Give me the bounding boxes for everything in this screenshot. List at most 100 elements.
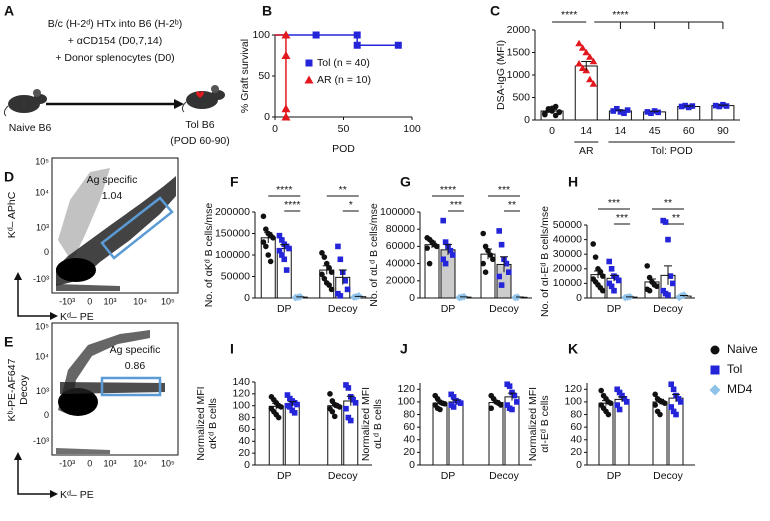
mouse-icon: [181, 85, 225, 113]
error-bar: [594, 270, 602, 279]
data-point: [660, 287, 666, 294]
gate-label: Ag specific: [87, 174, 138, 186]
significance-label: *: [349, 199, 353, 211]
data-point: [590, 241, 596, 247]
axis-arrow-head: [14, 272, 58, 320]
data-point: [597, 268, 604, 275]
y-tick-label: 40000: [553, 233, 582, 245]
data-point: [589, 80, 598, 87]
bar: [432, 402, 448, 466]
legend-label: Tol (n = 40): [317, 57, 370, 69]
data-point: [608, 400, 614, 406]
y-tick-label: 0: [576, 459, 582, 471]
significance-label: ***: [498, 184, 510, 196]
significance-label: **: [672, 212, 680, 224]
x-tick-label: 90: [717, 125, 729, 137]
significance-label: **: [339, 184, 347, 196]
x-tick-label: 10⁵: [161, 296, 175, 306]
error-bar: [602, 400, 610, 406]
legend-label: Tol: [727, 362, 742, 376]
x-tick-label: 10⁴: [133, 296, 147, 306]
y-tick-label: 80: [570, 408, 582, 420]
data-point: [655, 109, 661, 116]
y-tick-label: 50000: [221, 270, 250, 282]
y-tick-label: 100000: [380, 206, 415, 218]
data-point: [621, 110, 627, 117]
data-point: [450, 252, 456, 258]
error-bar: [672, 393, 680, 402]
mouse-label: Tol B6: [185, 119, 214, 131]
significance-label: ****: [276, 184, 292, 196]
data-point: [606, 258, 612, 265]
y-tick-label: 10⁵: [35, 156, 49, 166]
x-tick-label: DP: [277, 470, 292, 482]
data-point: [263, 243, 269, 250]
significance-label: ***: [450, 199, 462, 211]
x-tick-label: 0: [87, 296, 92, 306]
panel-label: B: [262, 3, 272, 19]
x-tick-label: 14: [615, 125, 627, 137]
data-point: [440, 256, 446, 263]
y-tick-label: 0: [524, 114, 530, 126]
y-tick-label: 40: [403, 434, 415, 446]
data-point: [458, 400, 464, 406]
y-tick-label: 0: [576, 292, 582, 304]
data-point: [668, 381, 674, 388]
data-point: [678, 103, 685, 110]
data-point: [442, 401, 448, 407]
data-point: [286, 245, 292, 252]
data-point: [281, 112, 291, 121]
data-point: [606, 280, 612, 287]
x-tick-label: DP: [607, 470, 622, 482]
data-point: [670, 408, 677, 415]
y-tick-label: 120: [397, 383, 415, 395]
x-tick-label: Decoy: [328, 470, 359, 482]
error-bar: [280, 244, 289, 253]
x-tick-label: 0: [549, 125, 555, 137]
data-point: [437, 406, 443, 413]
data-point: [345, 414, 352, 421]
y-tick-label: 50000: [553, 219, 582, 231]
data-point: [331, 413, 338, 420]
x-tick-label: 50: [338, 123, 350, 135]
significance-label: ****: [612, 9, 628, 21]
y-tick-label: 60: [570, 421, 582, 433]
y-axis-label: % Graft survival: [239, 39, 251, 113]
legend-marker: [305, 59, 313, 67]
data-point: [592, 254, 599, 260]
axis-arrow: [17, 458, 52, 495]
data-point: [284, 392, 291, 398]
data-point: [323, 260, 330, 267]
significance-label: **: [664, 197, 672, 209]
data-point: [342, 278, 348, 284]
flow-y-label: Decoy: [18, 374, 30, 405]
data-point: [350, 396, 356, 403]
data-point: [281, 51, 291, 59]
y-tick-label: 0: [44, 410, 49, 420]
data-point: [287, 404, 293, 410]
error-bar: [680, 295, 688, 297]
x-tick-label: 60: [683, 125, 695, 137]
y-tick-label: 0: [264, 111, 270, 123]
panel-label: A: [4, 3, 14, 19]
y-tick-label: 60000: [386, 240, 415, 252]
data-point: [652, 391, 658, 398]
y-tick-label: 140: [232, 376, 250, 388]
data-point: [614, 402, 620, 408]
data-point: [619, 392, 625, 399]
bar: [488, 402, 504, 466]
bar: [424, 244, 440, 299]
data-point: [343, 405, 349, 412]
data-point: [608, 283, 615, 290]
data-point: [600, 287, 606, 294]
y-tick-label: 500: [512, 91, 530, 103]
data-point: [582, 48, 591, 56]
bar: [448, 401, 464, 466]
data-point: [646, 287, 653, 294]
data-point: [611, 287, 617, 294]
legend-marker: [709, 384, 721, 396]
data-point: [279, 252, 285, 258]
error-bar: [484, 248, 492, 260]
data-point: [260, 239, 267, 245]
legend-marker: [710, 365, 720, 375]
